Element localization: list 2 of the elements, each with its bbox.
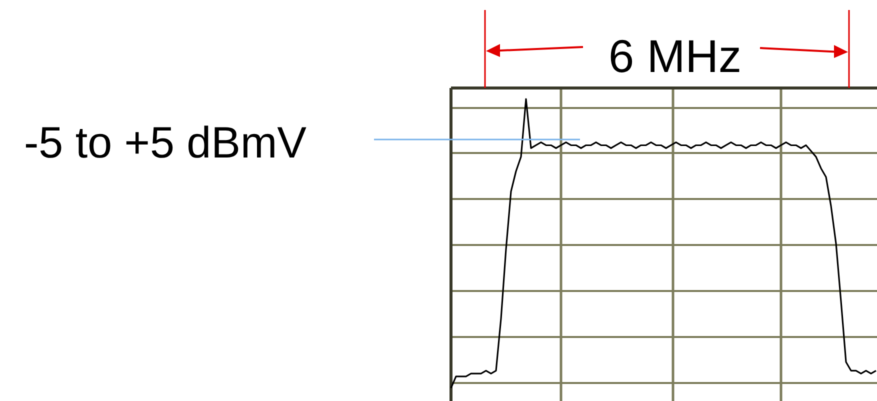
text: 6 MHz [608,30,742,82]
ref-line-label: -5 to +5 dBmV [24,118,308,168]
